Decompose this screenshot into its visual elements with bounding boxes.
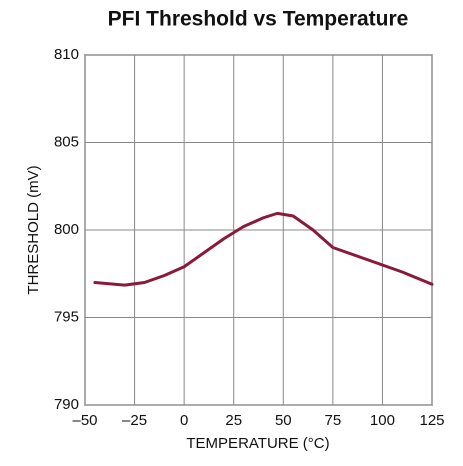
x-axis-label: TEMPERATURE (°C) <box>186 435 329 452</box>
y-tick-label: 805 <box>54 133 79 150</box>
x-tick-label: 25 <box>225 412 242 429</box>
y-tick-label: 790 <box>54 396 79 413</box>
x-tick-label: 100 <box>370 412 395 429</box>
x-tick-label: 0 <box>180 412 188 429</box>
x-tick-label: –25 <box>122 412 147 429</box>
x-tick-label: 50 <box>275 412 292 429</box>
y-axis-label: THRESHOLD (mV) <box>25 165 42 294</box>
x-tick-label: –50 <box>72 412 97 429</box>
data-line <box>93 211 434 287</box>
y-tick-label: 810 <box>54 46 79 63</box>
x-tick-label: 75 <box>325 412 342 429</box>
chart-title: PFI Threshold vs Temperature <box>108 8 409 31</box>
x-tick-label: 125 <box>419 412 444 429</box>
y-tick-label: 795 <box>54 308 79 325</box>
y-tick-label: 800 <box>54 221 79 238</box>
